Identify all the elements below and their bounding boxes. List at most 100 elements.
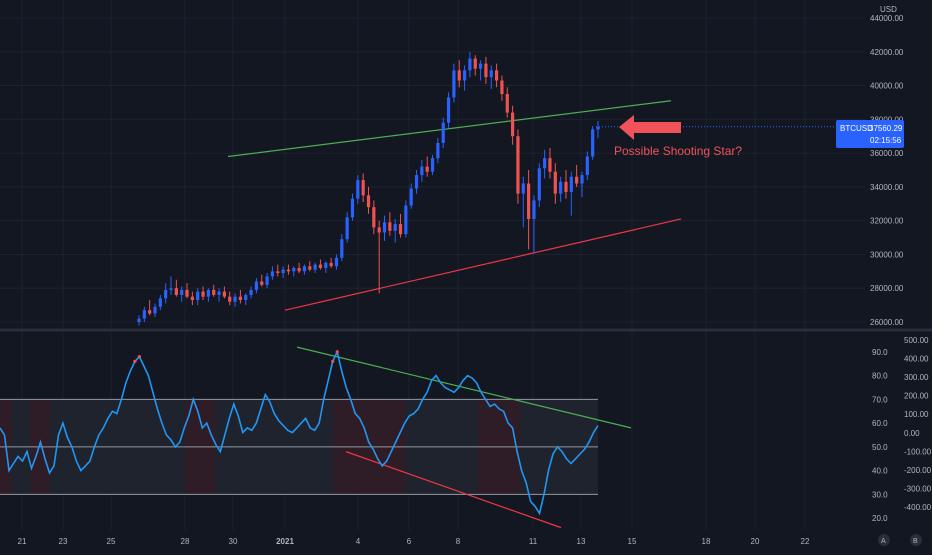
time-tick-label: 22	[801, 537, 810, 546]
price-tag-countdown: 02:15:56	[870, 136, 902, 145]
candle-body	[575, 176, 579, 184]
time-tick-label: 6	[407, 537, 412, 546]
secondary-tick-label: 400.00	[904, 355, 929, 364]
candle-body	[329, 262, 333, 267]
candle-body	[196, 291, 200, 301]
candle-body	[366, 195, 371, 208]
candle-body	[436, 142, 440, 159]
oscillator-axis-left: 90.0 80.0 70.0 60.0 50.0 40.0 30.0 20.0	[872, 348, 888, 523]
rsi-tick-label: 80.0	[872, 372, 888, 381]
candle-body	[489, 70, 493, 78]
candle-body	[324, 262, 328, 268]
candle-body	[308, 266, 312, 270]
annotation-group[interactable]: Possible Shooting Star?	[614, 115, 742, 158]
candle-body	[585, 156, 589, 176]
footer-buttons[interactable]: A B	[878, 534, 922, 546]
rsi-tick-label: 90.0	[872, 348, 888, 357]
candle-body	[500, 80, 504, 94]
price-tick-label: 40000.00	[870, 82, 904, 91]
time-tick-label: 18	[702, 537, 711, 546]
candle-body	[505, 94, 509, 113]
resistance-trendline[interactable]	[227, 100, 672, 158]
rsi-line	[0, 349, 599, 516]
candle-body	[559, 181, 563, 194]
candle-body	[377, 227, 381, 233]
candle-body	[478, 63, 483, 69]
candle-body	[340, 239, 344, 258]
secondary-tick-label: -100.00	[904, 447, 932, 456]
secondary-tick-label: -300.00	[904, 484, 932, 493]
time-tick-label: 2021	[276, 537, 294, 546]
candle-body	[137, 318, 141, 322]
price-tag: BTCUSD 37560.29 02:15:56	[836, 120, 904, 148]
candle-body	[591, 129, 595, 157]
candle-body	[217, 291, 221, 295]
candle-body	[511, 112, 515, 137]
candle-body	[446, 97, 451, 123]
candle-body	[345, 217, 349, 240]
secondary-tick-label: -200.00	[904, 466, 932, 475]
rsi-tick-label: 70.0	[872, 395, 888, 404]
price-axis: USD 44000.00 42000.00 40000.00 38000.00 3600…	[870, 5, 904, 327]
rsi-resistance-trendline[interactable]	[296, 346, 632, 429]
candlestick-series	[137, 51, 600, 326]
candle-body	[569, 176, 573, 192]
candle-body	[452, 70, 456, 98]
candle-body	[265, 276, 269, 285]
trendline-group[interactable]	[227, 100, 836, 311]
candle-body	[153, 306, 157, 314]
candle-body	[361, 180, 365, 196]
candle-body	[382, 222, 387, 233]
auto-scale-button[interactable]	[878, 534, 890, 546]
candle-body	[222, 291, 226, 297]
candle-body	[537, 168, 541, 201]
candle-body	[543, 158, 547, 169]
secondary-tick-label: 300.00	[904, 373, 929, 382]
candle-body	[260, 281, 264, 285]
support-trendline[interactable]	[284, 218, 682, 311]
candle-body	[521, 183, 525, 194]
candle-body	[281, 269, 285, 274]
price-tick-label: 26000.00	[870, 318, 904, 327]
log-scale-label: B	[913, 538, 918, 545]
candle-body	[596, 126, 600, 130]
candle-body	[414, 175, 419, 189]
price-tick-label: 38000.00	[870, 115, 904, 124]
rsi-overbought-marker	[133, 359, 137, 363]
rsi-tick-label: 60.0	[872, 419, 888, 428]
price-tag-bg	[836, 120, 904, 148]
candle-body	[169, 288, 173, 290]
candle-body	[244, 294, 248, 301]
secondary-tick-label: 200.00	[904, 392, 929, 401]
candle-body	[516, 136, 520, 194]
candle-body	[292, 267, 296, 272]
rsi-overbought-marker	[331, 359, 335, 363]
time-tick-label: 25	[107, 537, 116, 546]
time-tick-label: 15	[628, 537, 637, 546]
secondary-tick-label: 100.00	[904, 410, 929, 419]
time-tick-label: 8	[456, 537, 461, 546]
candle-body	[441, 122, 445, 143]
oscillator-band	[0, 398, 598, 495]
candle-body	[164, 289, 168, 299]
log-scale-button[interactable]	[910, 534, 922, 546]
candle-body	[212, 289, 216, 295]
candle-body	[249, 289, 253, 295]
time-tick-label: 13	[577, 537, 586, 546]
candle-body	[302, 266, 307, 272]
candle-body	[473, 58, 477, 69]
candle-body	[494, 70, 499, 81]
candle-body	[276, 271, 280, 274]
price-tick-label: 32000.00	[870, 217, 904, 226]
candle-body	[564, 181, 568, 192]
time-tick-label: 4	[356, 537, 361, 546]
candle-body	[457, 70, 461, 81]
candle-body	[356, 180, 360, 199]
secondary-tick-label: 0.00	[904, 429, 920, 438]
rsi-tick-label: 40.0	[872, 467, 888, 476]
currency-label: USD	[880, 5, 897, 14]
candle-body	[334, 257, 339, 267]
rsi-line-series	[0, 349, 599, 516]
arrow-left-icon[interactable]	[619, 115, 681, 140]
